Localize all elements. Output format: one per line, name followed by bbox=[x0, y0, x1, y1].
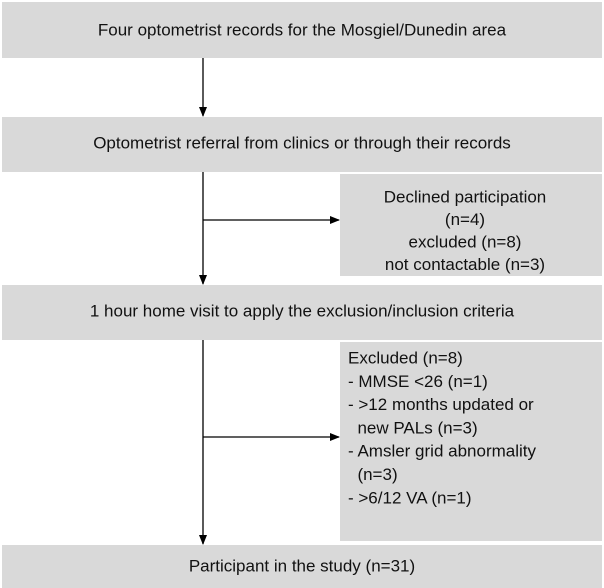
side-box-line: (n=4) bbox=[445, 210, 485, 229]
side-box bbox=[340, 342, 602, 541]
side-box-line: not contactable (n=3) bbox=[385, 255, 545, 274]
side-box-line: Excluded (n=8) bbox=[348, 348, 463, 367]
side-box-line: Declined participation bbox=[384, 187, 547, 206]
side-box-line: new PALs (n=3) bbox=[348, 418, 478, 437]
box bbox=[2, 545, 602, 588]
side-box bbox=[340, 174, 602, 276]
node-label: Optometrist referral from clinics or thr… bbox=[93, 133, 511, 152]
box bbox=[2, 2, 602, 58]
node-label: Four optometrist records for the Mosgiel… bbox=[98, 20, 507, 39]
side-box-line: excluded (n=8) bbox=[409, 232, 522, 251]
box bbox=[2, 285, 602, 340]
node-label: 1 hour home visit to apply the exclusion… bbox=[90, 301, 515, 320]
side-box-line: - Amsler grid abnormality bbox=[348, 442, 537, 461]
node-label: Participant in the study (n=31) bbox=[189, 556, 415, 575]
side-box-line: - >6/12 VA (n=1) bbox=[348, 488, 471, 507]
side-box-line: - MMSE <26 (n=1) bbox=[348, 372, 488, 391]
side-box-line: (n=3) bbox=[348, 465, 398, 484]
side-box-line: - >12 months updated or bbox=[348, 395, 534, 414]
box bbox=[2, 117, 602, 172]
